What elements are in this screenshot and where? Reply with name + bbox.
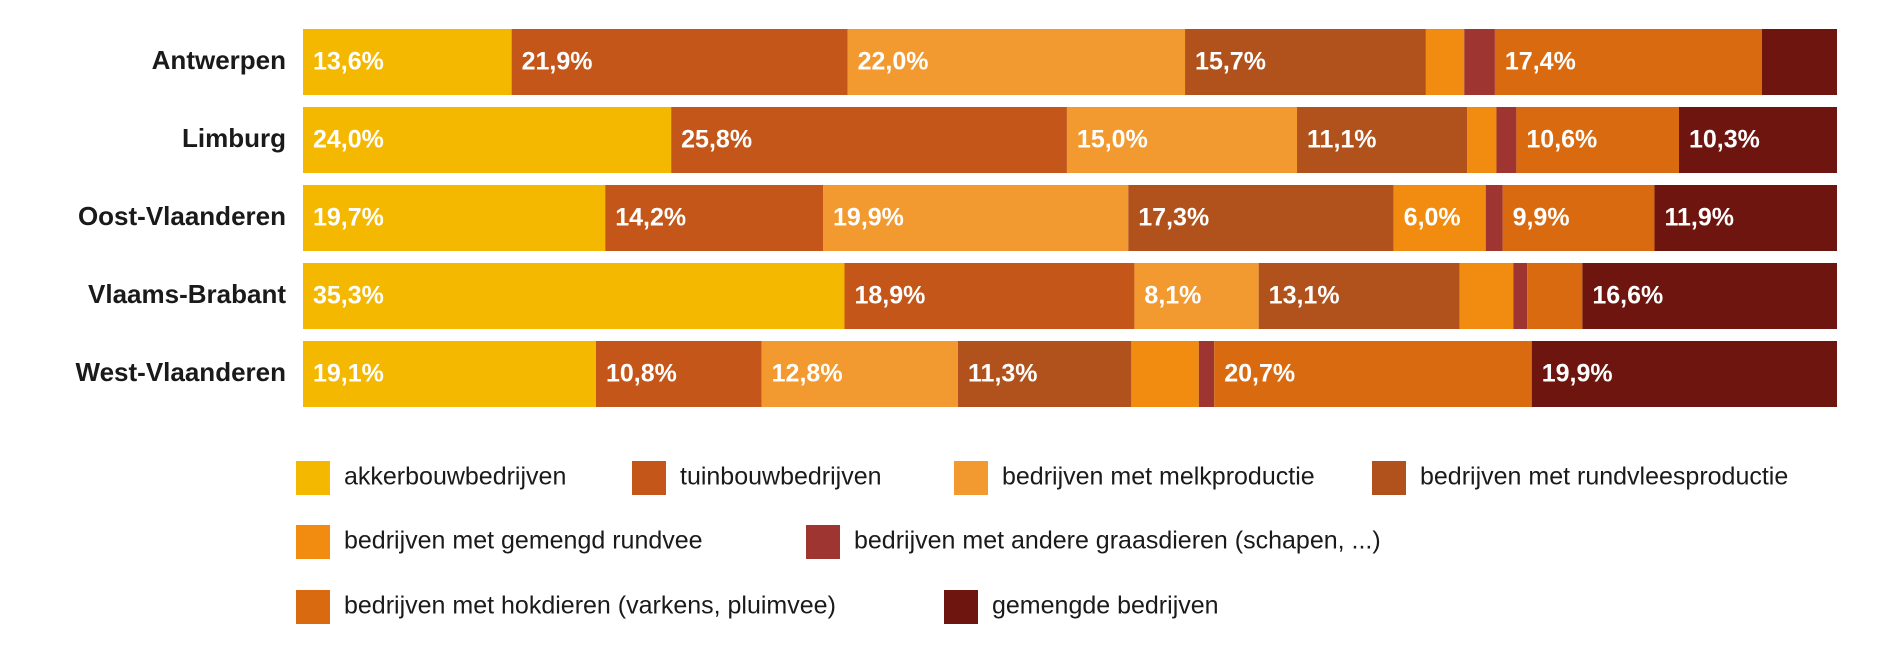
value-label: 15,7% — [1195, 48, 1266, 76]
value-label: 22,0% — [858, 48, 929, 76]
legend-label: akkerbouwbedrijven — [344, 463, 566, 491]
bar-segment — [1297, 107, 1468, 173]
legend-swatch — [296, 590, 330, 624]
value-label: 10,6% — [1526, 126, 1597, 154]
legend-label: bedrijven met hokdieren (varkens, pluimv… — [344, 592, 836, 620]
bar-segment — [1066, 107, 1298, 173]
bar-segment — [1582, 263, 1837, 329]
bar-segment — [1678, 107, 1837, 173]
value-label: 13,6% — [313, 48, 384, 76]
bar-segment — [303, 185, 606, 251]
legend-swatch — [954, 461, 988, 495]
bar-segment — [511, 29, 848, 95]
bar-segment — [1531, 341, 1837, 407]
bar-segment — [671, 107, 1067, 173]
category-label: West-Vlaanderen — [76, 357, 286, 387]
bar-segment — [1467, 107, 1497, 173]
bar-segment — [1496, 107, 1517, 173]
bar-segment — [1131, 341, 1199, 407]
value-label: 24,0% — [313, 126, 384, 154]
bar-segment — [303, 29, 512, 95]
bar-segment — [1128, 185, 1394, 251]
category-label: Limburg — [182, 123, 286, 153]
bar-segment — [1425, 29, 1465, 95]
legend-label: bedrijven met rundvleesproductie — [1420, 463, 1788, 491]
value-label: 12,8% — [772, 360, 843, 388]
bar-segment — [1494, 29, 1762, 95]
legend-swatch — [944, 590, 978, 624]
bar-segment — [761, 341, 959, 407]
bar-segment — [844, 263, 1135, 329]
bar-segment — [1527, 263, 1583, 329]
bar-segment — [958, 341, 1132, 407]
legend-label: bedrijven met gemengd rundvee — [344, 527, 703, 555]
bar-segment — [1185, 29, 1426, 95]
value-label: 19,9% — [833, 204, 904, 232]
bar-segment — [1459, 263, 1514, 329]
value-label: 17,3% — [1138, 204, 1209, 232]
bar-segment — [1516, 107, 1679, 173]
bar-segment — [303, 107, 672, 173]
bar-segment — [303, 263, 845, 329]
value-label: 6,0% — [1404, 204, 1461, 232]
category-label: Antwerpen — [152, 45, 286, 75]
value-label: 25,8% — [681, 126, 752, 154]
bar-segment — [1485, 185, 1503, 251]
legend-swatch — [1372, 461, 1406, 495]
bar-segment — [823, 185, 1129, 251]
value-label: 11,9% — [1664, 204, 1734, 232]
value-label: 18,9% — [855, 282, 926, 310]
value-label: 17,4% — [1505, 48, 1576, 76]
bar-segment — [303, 341, 596, 407]
value-label: 20,7% — [1224, 360, 1295, 388]
legend-swatch — [806, 525, 840, 559]
value-label: 13,1% — [1269, 282, 1340, 310]
value-label: 21,9% — [522, 48, 593, 76]
value-label: 9,9% — [1513, 204, 1570, 232]
bar-segment — [1513, 263, 1528, 329]
bar-segment — [847, 29, 1186, 95]
legend-label: bedrijven met melkproductie — [1002, 463, 1315, 491]
value-label: 16,6% — [1592, 282, 1663, 310]
value-label: 10,8% — [606, 360, 677, 388]
value-label: 10,3% — [1689, 126, 1760, 154]
bar-segment — [1134, 263, 1259, 329]
legend-swatch — [296, 461, 330, 495]
value-label: 11,3% — [968, 360, 1038, 388]
value-label: 19,1% — [313, 360, 384, 388]
legend-label: gemengde bedrijven — [992, 592, 1219, 620]
value-label: 11,1% — [1307, 126, 1377, 154]
legend-swatch — [632, 461, 666, 495]
legend-label: bedrijven met andere graasdieren (schape… — [854, 527, 1381, 555]
value-label: 19,7% — [313, 204, 384, 232]
value-label: 8,1% — [1144, 282, 1201, 310]
bar-segment — [595, 341, 762, 407]
bar-segment — [1258, 263, 1460, 329]
value-label: 15,0% — [1077, 126, 1148, 154]
value-label: 14,2% — [615, 204, 686, 232]
value-label: 35,3% — [313, 282, 384, 310]
bar-segment — [1214, 341, 1532, 407]
bar-segment — [1464, 29, 1495, 95]
bar-segment — [1654, 185, 1837, 251]
bar-segment — [1198, 341, 1215, 407]
bar-segment — [1761, 29, 1837, 95]
category-label: Oost-Vlaanderen — [78, 201, 286, 231]
bar-segment — [1393, 185, 1486, 251]
legend-swatch — [296, 525, 330, 559]
bar-segment — [1502, 185, 1655, 251]
value-label: 19,9% — [1542, 360, 1613, 388]
legend-label: tuinbouwbedrijven — [680, 463, 882, 491]
bar-segment — [605, 185, 824, 251]
category-label: Vlaams-Brabant — [88, 279, 286, 309]
